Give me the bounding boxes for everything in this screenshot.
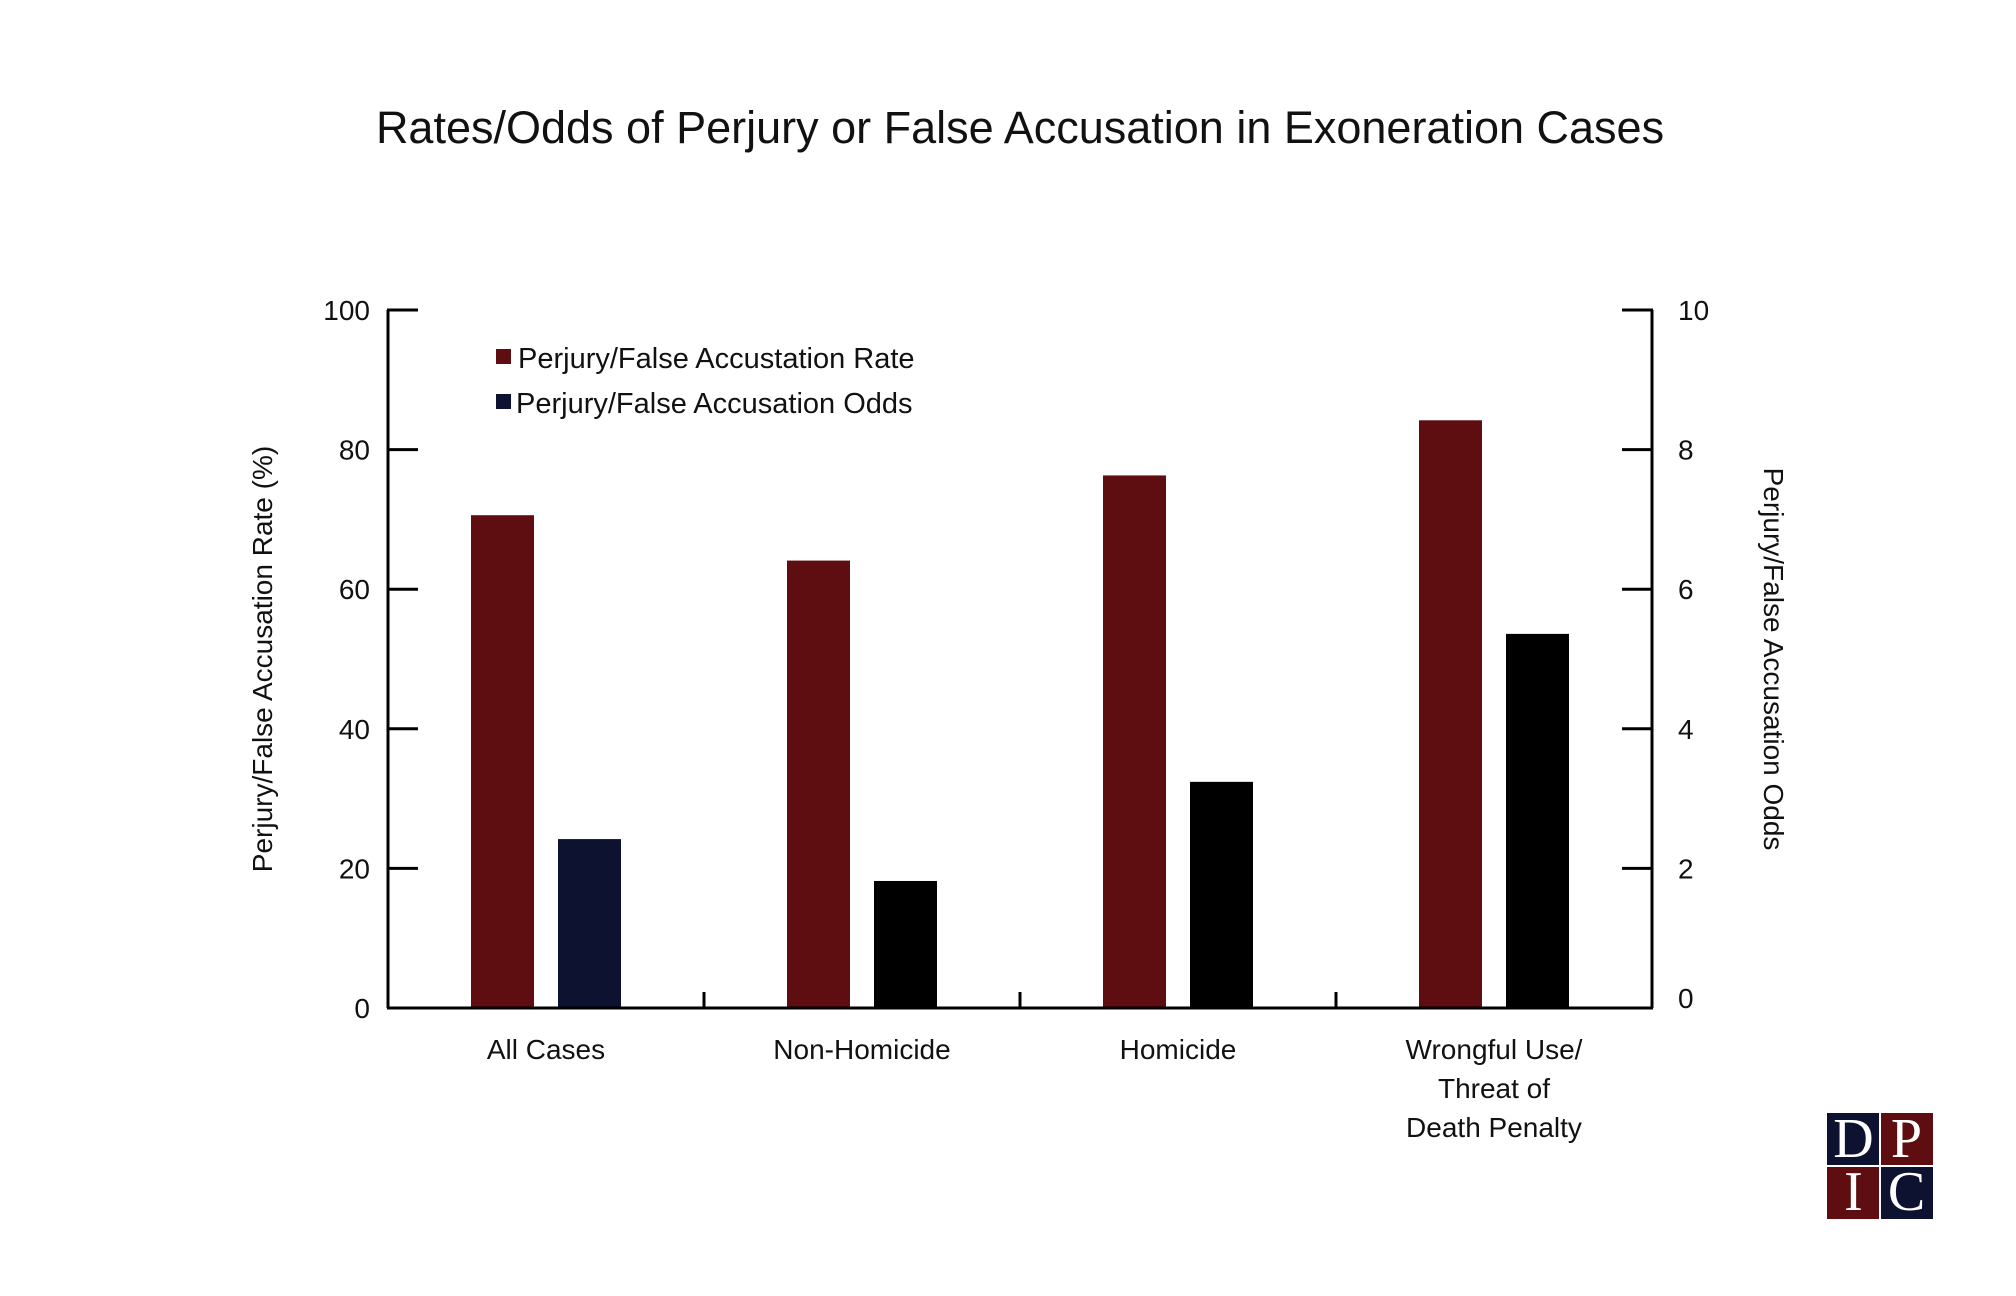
logo-cell bbox=[1880, 1166, 1933, 1219]
bar-odds-2 bbox=[1190, 781, 1253, 1008]
category-labels: All Cases Non-Homicide Homicide Wrongful Us… bbox=[487, 1034, 1583, 1143]
y2-tick-label: 6 bbox=[1678, 574, 1694, 605]
category-label: Wrongful Use/ bbox=[1406, 1034, 1583, 1065]
chart-title: Rates/Odds of Perjury or False Accusatio… bbox=[376, 102, 1664, 153]
category-label: Homicide bbox=[1120, 1034, 1237, 1065]
legend-label-odds: Perjury/False Accusation Odds bbox=[516, 388, 913, 420]
logo-cell bbox=[1827, 1113, 1880, 1166]
logo-letter: C bbox=[1888, 1161, 1925, 1223]
bar-rate-2 bbox=[1103, 475, 1166, 1008]
ticks: 0 20 40 60 80 100 0 2 4 6 8 10 bbox=[323, 295, 1709, 1024]
y-tick-label: 80 bbox=[339, 435, 370, 466]
legend-swatch-odds bbox=[496, 394, 511, 409]
logo-letter: I bbox=[1844, 1161, 1863, 1223]
logo-letter: D bbox=[1833, 1108, 1873, 1170]
y2-axis-title: Perjury/False Accusation Odds bbox=[1758, 468, 1789, 851]
y-tick-label: 20 bbox=[339, 853, 370, 884]
bar-rate-0 bbox=[471, 515, 534, 1008]
legend-label-rate: Perjury/False Accustation Rate bbox=[518, 343, 915, 375]
bar-odds-0 bbox=[558, 839, 621, 1008]
y2-tick-label: 4 bbox=[1678, 714, 1694, 745]
category-label: Non-Homicide bbox=[773, 1034, 950, 1065]
y2-tick-label: 2 bbox=[1678, 853, 1694, 884]
y2-tick-label: 10 bbox=[1678, 295, 1709, 326]
y-tick-label: 0 bbox=[354, 993, 370, 1024]
category-label: Death Penalty bbox=[1406, 1112, 1582, 1143]
logo-cell bbox=[1880, 1113, 1933, 1166]
y2-tick-label: 0 bbox=[1678, 983, 1694, 1014]
bars-layer bbox=[471, 420, 1569, 1008]
legend: Perjury/False Accustation Rate Perjury/F… bbox=[496, 343, 915, 420]
bar-rate-1 bbox=[787, 560, 850, 1008]
dpic-logo: D PI C bbox=[1827, 1108, 1933, 1223]
y-tick-label: 60 bbox=[339, 574, 370, 605]
legend-swatch-rate bbox=[496, 349, 511, 364]
bar-odds-1 bbox=[874, 880, 937, 1008]
y-tick-label: 40 bbox=[339, 714, 370, 745]
logo-letter: P bbox=[1891, 1108, 1922, 1170]
category-label: All Cases bbox=[487, 1034, 605, 1065]
logo-cell bbox=[1827, 1166, 1880, 1219]
y2-tick-label: 8 bbox=[1678, 435, 1694, 466]
y-tick-label: 100 bbox=[323, 295, 370, 326]
bar-rate-3 bbox=[1419, 420, 1482, 1008]
category-label: Threat of bbox=[1438, 1073, 1550, 1104]
y-axis-title: Perjury/False Accusation Rate (%) bbox=[247, 446, 278, 872]
bar-odds-3 bbox=[1506, 633, 1569, 1008]
